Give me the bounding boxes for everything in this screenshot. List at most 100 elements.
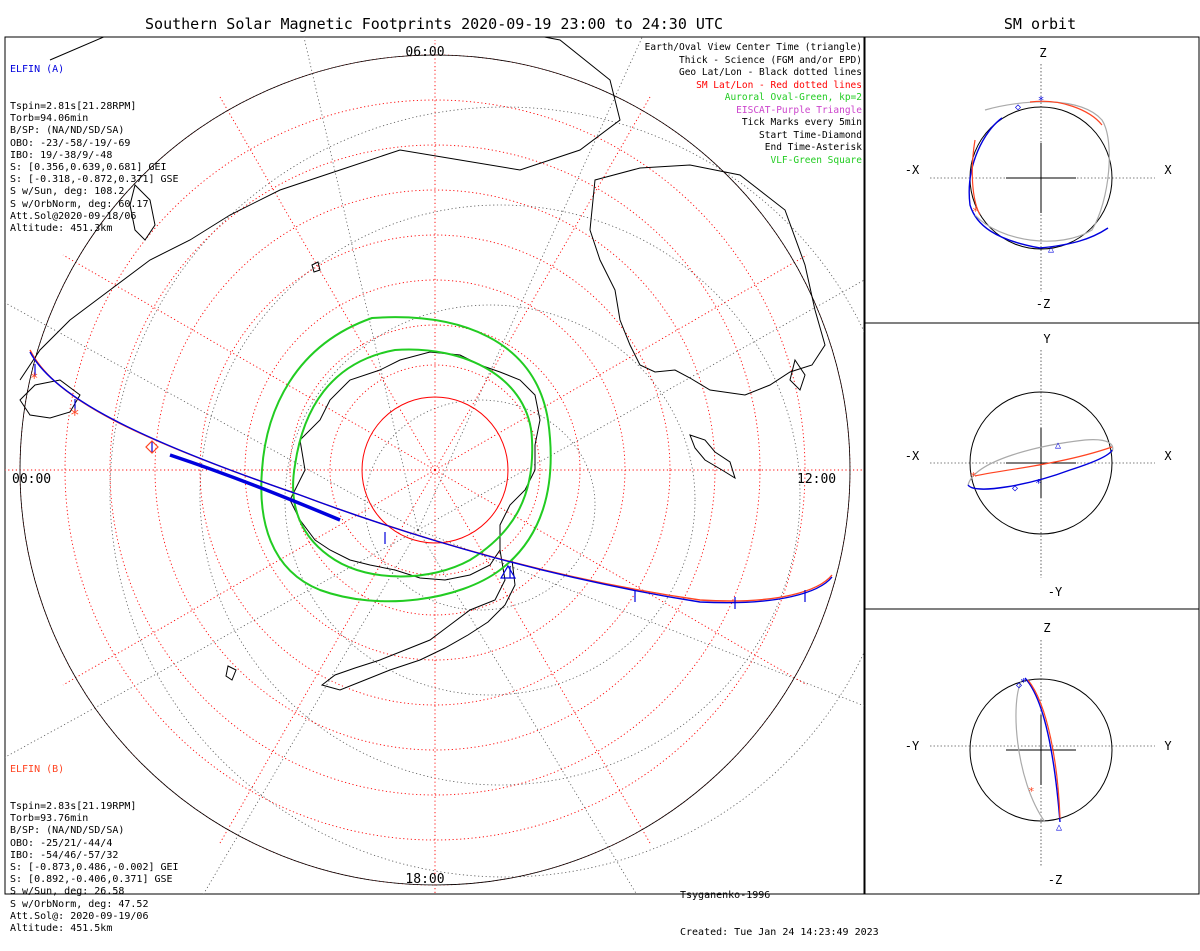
- elfin-a-info-line: S: [0.356,0.639,0.681] GEI: [10, 162, 167, 174]
- elfin-b-name: ELFIN (B): [10, 764, 65, 776]
- antarctica-coast: [289, 351, 541, 581]
- svg-text:△: △: [1055, 440, 1061, 451]
- panel1-right-label: X: [1164, 163, 1172, 177]
- svg-text:*: *: [972, 205, 979, 218]
- start-diamond: [145, 440, 159, 454]
- elfin-b-info-line: Tspin=2.83s[21.19RPM]: [10, 801, 137, 813]
- svg-text:△: △: [1056, 822, 1062, 833]
- elfin-b-info-line: S w/Sun, deg: 26.58: [10, 886, 125, 898]
- svg-text:*: *: [1028, 785, 1035, 798]
- elfin-a-track: [29, 351, 833, 604]
- svg-text:*: *: [1020, 676, 1027, 689]
- elfin-a-info-line: Att.Sol@2020-09-18/06: [10, 210, 137, 222]
- elfin-a-info-line: Tspin=2.81s[21.28RPM]: [10, 101, 137, 113]
- island-small-4: [225, 665, 237, 681]
- panel3-right-label: Y: [1164, 739, 1172, 753]
- clock-label-0600: 06:00: [405, 45, 444, 60]
- elfin-a-name: ELFIN (A): [10, 64, 65, 76]
- legend-entry: End Time-Asterisk: [764, 142, 862, 153]
- island-small-2: [789, 358, 806, 391]
- legend-entry: VLF-Green Square: [770, 154, 862, 166]
- legend-entry: Tick Marks every 5min: [741, 117, 862, 128]
- south-america: [19, 37, 621, 381]
- elfin-b-info-line: S: [0.892,-0.406,0.371] GSE: [10, 874, 173, 886]
- legend: Earth/Oval View Center Time (triangle) Th…: [645, 42, 862, 167]
- footer: Tsyganenko-1996 Created: Tue Jan 24 14:2…: [680, 866, 879, 951]
- island-small-3: [311, 261, 321, 273]
- panel3-bottom-label: -Z: [1048, 873, 1062, 887]
- panel3-top-label: Z: [1043, 621, 1050, 635]
- panel1-bottom-label: -Z: [1036, 297, 1050, 311]
- orbit-title: SM orbit: [1004, 15, 1076, 33]
- legend-entry: Earth/Oval View Center Time (triangle): [644, 42, 862, 53]
- svg-text:*: *: [1035, 477, 1042, 490]
- orbit-panel-yz: * ◇ △ * Z -Z -Y Y: [905, 621, 1173, 887]
- svg-text:*: *: [1038, 94, 1045, 107]
- elfin-b-info-line: Altitude: 451.5km: [10, 923, 113, 935]
- panel2-left-label: -X: [905, 449, 920, 463]
- elfin-b-lines: Tspin=2.83s[21.19RPM] Torb=93.76min B/SP: …: [10, 801, 179, 935]
- elfin-a-info-line: S: [-0.318,-0.872,0.371] GSE: [10, 174, 179, 186]
- coastlines: [19, 37, 826, 691]
- auroral-oval-inner: [292, 348, 534, 578]
- auroral-oval-outer: [260, 316, 552, 603]
- elfin-b-info-line: Att.Sol@: 2020-09-19/06: [10, 910, 149, 922]
- map-rim: [19, 54, 851, 886]
- map-frame: [4, 36, 865, 895]
- elfin-b-info: ELFIN (B) Tspin=2.83s[21.19RPM] Torb=93.7…: [10, 740, 179, 947]
- end-asterisk: *: [70, 405, 80, 424]
- elfin-a-info-line: S w/OrbNorm, deg: 60.17: [10, 198, 149, 210]
- polar-map: **: [5, 37, 864, 894]
- clock-label-0000: 00:00: [12, 472, 51, 487]
- svg-text:◇: ◇: [1012, 483, 1018, 494]
- footer-created: Created: Tue Jan 24 14:23:49 2023: [680, 927, 879, 939]
- legend-entry: EISCAT-Purple Triangle: [736, 104, 862, 116]
- elfin-a-info-line: S w/Sun, deg: 108.2: [10, 186, 125, 198]
- panel2-right-label: X: [1164, 449, 1172, 463]
- elfin-a-info: ELFIN (A) Tspin=2.81s[21.28RPM] Torb=94.0…: [10, 40, 179, 247]
- island-small-1: [129, 184, 156, 241]
- footer-model: Tsyganenko-1996: [680, 890, 771, 902]
- orbit-panel-xz: * ◇ △ * Z -Z -X X: [905, 46, 1173, 311]
- svg-text:△: △: [1048, 244, 1054, 255]
- elfin-b-track: [29, 349, 833, 602]
- orbit-panel-xy: △ ◇ * * Y -Y -X X: [905, 332, 1173, 599]
- elfin-b-info-line: S: [-0.873,0.486,-0.002] GEI: [10, 862, 179, 874]
- footprint-figure: Southern Solar Magnetic Footprints 2020-…: [4, 15, 1200, 895]
- elfin-a-info-line: B/SP: (NA/ND/SD/SA): [10, 125, 125, 137]
- figure-title: Southern Solar Magnetic Footprints 2020-…: [145, 15, 723, 33]
- svg-text:◇: ◇: [1015, 102, 1021, 113]
- svg-text:◇: ◇: [1016, 680, 1022, 691]
- orbit-panel-yz-frame: [864, 608, 1200, 895]
- svg-text:*: *: [970, 470, 977, 483]
- elfin-b-info-line: Torb=93.76min: [10, 813, 89, 825]
- legend-entry: Start Time-Diamond: [759, 129, 862, 141]
- orbit-panel-xz-frame: [864, 36, 1200, 324]
- panel2-top-label: Y: [1043, 332, 1051, 346]
- legend-entry: Thick - Science (FGM and/or EPD): [678, 54, 862, 66]
- view-center-triangle: [499, 564, 517, 579]
- elfin-a-info-line: IBO: 19/-38/9/-48: [10, 149, 113, 161]
- legend-entry: Auroral Oval-Green, kp=2: [724, 92, 862, 103]
- new-zealand: [689, 434, 736, 480]
- legend-entry: Geo Lat/Lon - Black dotted lines: [678, 67, 862, 78]
- elfin-a-science-segment: [169, 453, 341, 522]
- australia-coast: [589, 164, 826, 396]
- legend-entry: SM Lat/Lon - Red dotted lines: [696, 79, 862, 91]
- panel3-left-label: -Y: [905, 739, 920, 753]
- elfin-a-info-line: Altitude: 451.3km: [10, 223, 113, 235]
- elfin-a-info-line: Torb=94.06min: [10, 113, 89, 125]
- footprint-tracks: **: [29, 349, 833, 609]
- elfin-a-info-line: OBO: -23/-58/-19/-69: [10, 137, 131, 149]
- elfin-b-info-line: B/SP: (NA/ND/SD/SA): [10, 825, 125, 837]
- elfin-b-info-line: IBO: -54/46/-57/32: [10, 849, 119, 861]
- elfin-a-lines: Tspin=2.81s[21.28RPM] Torb=94.06min B/SP: …: [10, 101, 179, 235]
- geo-grid: [5, 37, 864, 894]
- elfin-b-info-line: S w/OrbNorm, deg: 47.52: [10, 898, 149, 910]
- sm-inner-circle: [361, 396, 509, 544]
- panel2-bottom-label: -Y: [1048, 585, 1063, 599]
- elfin-b-info-line: OBO: -25/21/-44/4: [10, 837, 113, 849]
- panel1-left-label: -X: [905, 163, 920, 177]
- auroral-ovals: [260, 316, 552, 603]
- clock-label-1200: 12:00: [797, 472, 836, 487]
